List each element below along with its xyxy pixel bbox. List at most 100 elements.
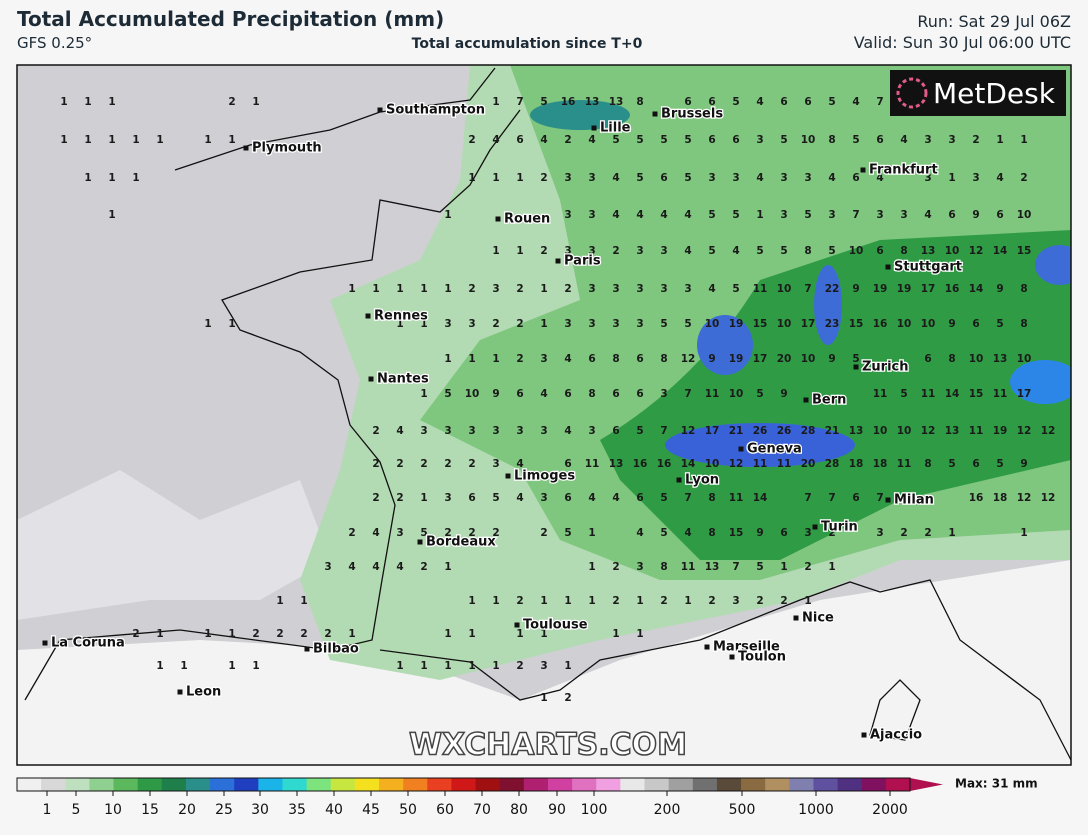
precip-value: 1 [420,660,427,672]
precip-value: 28 [801,425,816,437]
precip-value: 1 [348,628,355,640]
precip-value: 19 [729,353,744,365]
precip-value: 4 [516,458,523,470]
city-label: Southampton [386,103,485,118]
precip-value: 10 [1017,353,1032,365]
precip-value: 2 [396,492,403,504]
legend-swatch [885,778,911,791]
precip-value: 19 [729,318,744,330]
precip-value: 26 [753,425,768,437]
precip-core [1035,245,1071,285]
precip-value: 1 [396,660,403,672]
precip-value: 10 [897,425,912,437]
precip-value: 4 [372,561,379,573]
legend-swatch [741,778,766,791]
legend-swatch [161,778,187,791]
precip-value: 2 [444,458,451,470]
precip-value: 4 [396,561,403,573]
precip-value: 12 [681,425,696,437]
logo-box [890,70,1066,116]
precip-value: 4 [924,209,931,221]
precip-value: 2 [468,458,475,470]
precip-value: 13 [849,425,864,437]
precip-value: 3 [756,134,763,146]
precip-value: 2 [564,692,571,704]
precip-value: 2 [828,527,835,539]
precip-value: 5 [660,527,667,539]
precip-value: 1 [780,561,787,573]
city-label: Ajaccio [870,728,922,743]
legend-tick-label: 50 [399,802,417,818]
precip-value: 5 [540,96,547,108]
precip-value: 3 [708,172,715,184]
precip-value: 3 [444,318,451,330]
precip-value: 4 [684,209,691,221]
precip-value: 14 [681,458,696,470]
precip-value: 4 [684,245,691,257]
precip-value: 3 [588,318,595,330]
precip-value: 9 [996,283,1003,295]
city-label: Marseille [713,640,780,655]
precip-value: 17 [1017,388,1032,400]
precip-value: 1 [564,660,571,672]
precip-value: 5 [732,96,739,108]
precip-value: 4 [636,527,643,539]
legend-arrow [910,778,943,791]
precip-value: 1 [468,595,475,607]
coastlines [24,67,1071,761]
max-label: Max: 31 mm [955,777,1038,791]
precip-value: 6 [612,388,619,400]
legend-swatch [234,778,259,791]
precip-value: 1 [588,595,595,607]
precip-value: 10 [801,134,816,146]
precip-value: 5 [636,172,643,184]
precip-value: 3 [492,458,499,470]
precip-value: 1 [396,318,403,330]
precip-value: 11 [993,388,1008,400]
precip-value: 3 [636,245,643,257]
precip-value: 21 [825,425,840,437]
precip-value: 16 [657,458,672,470]
precip-value: 1 [948,172,955,184]
precip-value: 10 [705,458,720,470]
precip-value: 7 [660,425,667,437]
precip-value: 1 [372,283,379,295]
precip-value: 6 [996,209,1003,221]
precip-value: 8 [708,527,715,539]
precip-value: 14 [753,492,768,504]
city-label: Geneva [747,442,802,457]
precip-value: 11 [585,458,600,470]
city-marker [812,524,818,530]
precip-value: 2 [444,527,451,539]
precip-value: 1 [492,353,499,365]
precip-value: 15 [729,527,744,539]
precip-value: 7 [804,283,811,295]
precip-value: 9 [780,388,787,400]
precip-value: 23 [825,318,840,330]
precip-value: 11 [873,388,888,400]
precip-value: 2 [468,527,475,539]
precip-value: 15 [1017,245,1032,257]
legend-swatch [475,778,501,791]
precip-value: 3 [540,660,547,672]
precip-value: 5 [420,527,427,539]
precip-value: 1 [252,96,259,108]
precip-value: 2 [780,595,787,607]
city-marker [853,364,859,370]
precip-value: 16 [633,458,648,470]
precip-value: 18 [873,458,888,470]
precip-value: 5 [780,134,787,146]
precip-value: 2 [612,245,619,257]
precip-value: 2 [516,660,523,672]
legend-tick-label: 40 [325,802,343,818]
city-label: Leon [186,685,221,700]
legend-swatch [620,778,646,791]
precip-value: 4 [492,134,499,146]
precip-value: 3 [396,527,403,539]
city-marker [555,258,561,264]
precip-value: 14 [945,388,960,400]
legend-tick-label: 500 [729,802,756,818]
precip-value: 1 [444,628,451,640]
precip-value: 1 [540,318,547,330]
precip-value: 13 [993,353,1008,365]
